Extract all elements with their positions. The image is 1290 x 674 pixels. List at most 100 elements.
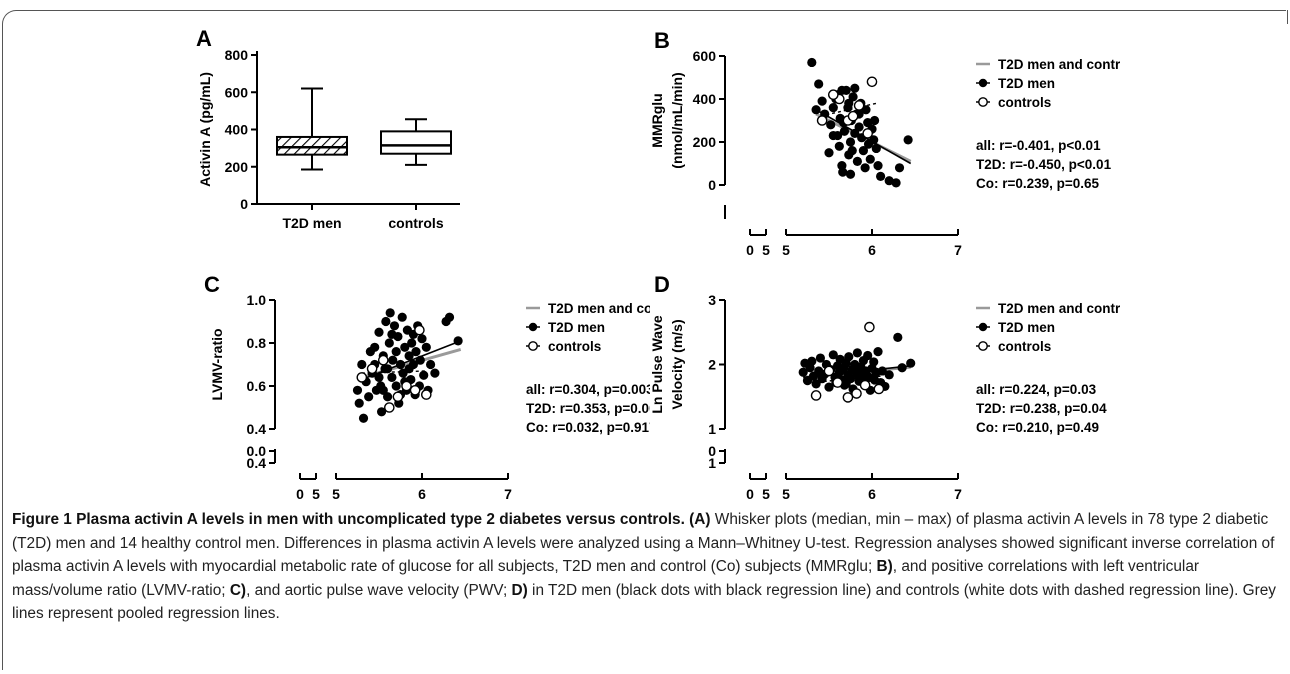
- y-tick-label: 600: [225, 84, 249, 100]
- t2d-point: [824, 382, 834, 392]
- t2d-point: [852, 156, 862, 166]
- control-point: [401, 380, 412, 392]
- t2d-point: [370, 342, 380, 352]
- t2d-point: [845, 137, 856, 147]
- control-point: [866, 76, 878, 88]
- stats-annotation: all: r=0.304, p=0.003: [526, 382, 650, 397]
- stats-annotation: all: r=-0.401, p<0.01: [976, 138, 1101, 153]
- t2d-point: [389, 321, 400, 331]
- control-point: [859, 379, 871, 391]
- t2d-point: [841, 379, 851, 389]
- x-tick-label: 5: [762, 242, 770, 258]
- legend-t2d-dot: [978, 78, 988, 88]
- x-tick-label: 5: [782, 486, 790, 502]
- t2d-point: [404, 351, 414, 361]
- y-tick-label: 0.6: [247, 378, 267, 394]
- t2d-point: [854, 122, 864, 132]
- legend-controls-dot: [978, 341, 988, 351]
- t2d-point: [358, 413, 369, 423]
- t2d-point: [400, 342, 410, 352]
- x-tick-label: 5: [762, 486, 770, 502]
- control-point: [842, 392, 854, 403]
- y-tick-label: 0: [240, 196, 248, 212]
- y-tick-label-break: 0: [708, 443, 716, 459]
- t2d-point: [388, 355, 398, 365]
- t2d-point: [833, 130, 843, 141]
- t2d-point: [444, 312, 455, 322]
- control-point: [356, 372, 368, 383]
- t2d-point: [897, 363, 907, 373]
- t2d-point: [844, 98, 854, 108]
- t2d-point: [807, 356, 817, 366]
- t2d-point: [404, 364, 414, 374]
- legend-pooled-label: T2D men and controls: [998, 301, 1120, 316]
- t2d-point: [844, 352, 854, 362]
- control-point: [384, 402, 395, 413]
- t2d-point: [407, 338, 417, 348]
- t2d-point: [397, 312, 407, 322]
- x-category-label: controls: [388, 215, 443, 231]
- t2d-point: [798, 367, 808, 377]
- figure-caption: Figure 1 Plasma activin A levels in men …: [12, 508, 1282, 626]
- t2d-point: [824, 148, 834, 158]
- control-point: [853, 100, 865, 111]
- t2d-point: [839, 126, 850, 136]
- x-tick-label: 0: [296, 486, 304, 502]
- t2d-point: [374, 372, 384, 382]
- t2d-point: [869, 115, 880, 126]
- control-point: [873, 383, 885, 395]
- x-tick-label: 7: [954, 242, 962, 258]
- t2d-point: [811, 105, 821, 115]
- t2d-point: [847, 146, 857, 156]
- t2d-point: [848, 92, 858, 102]
- stats-annotation: all: r=0.224, p=0.03: [976, 382, 1097, 397]
- t2d-point: [884, 370, 894, 380]
- stats-annotation: T2D: r=0.353, p=0.001: [526, 401, 650, 416]
- control-point: [827, 89, 839, 100]
- x-tick-label: 0: [746, 486, 754, 502]
- t2d-point: [415, 355, 425, 365]
- t2d-point: [395, 359, 406, 370]
- t2d-point: [364, 392, 374, 402]
- t2d-point: [411, 347, 421, 357]
- control-point: [377, 354, 389, 366]
- legend-controls-label: controls: [998, 339, 1051, 354]
- control-point: [832, 377, 843, 388]
- t2d-point: [852, 348, 862, 358]
- legend-controls-dot: [528, 341, 538, 351]
- t2d-point: [387, 372, 397, 382]
- y-tick-label: 0.8: [247, 335, 267, 351]
- t2d-point: [869, 357, 879, 367]
- y-tick-label: 400: [225, 122, 249, 138]
- y-tick-label-break: 0.0: [247, 443, 267, 459]
- x-tick-label: 5: [312, 486, 320, 502]
- controls-regression-line: [361, 370, 427, 374]
- t2d-point: [894, 163, 905, 173]
- x-tick-label: 7: [504, 486, 512, 502]
- t2d-point: [873, 161, 883, 171]
- control-point: [409, 385, 421, 396]
- t2d-point: [378, 385, 388, 395]
- t2d-point: [387, 329, 397, 339]
- stats-annotation: T2D: r=0.238, p=0.04: [976, 401, 1107, 416]
- t2d-point: [850, 128, 860, 138]
- t2d-point: [876, 171, 886, 181]
- t2d-point: [837, 85, 847, 95]
- t2d-point: [865, 154, 875, 164]
- t2d-point: [385, 308, 395, 318]
- t2d-point: [419, 370, 429, 380]
- t2d-point: [421, 342, 431, 352]
- t2d-point: [860, 163, 870, 173]
- control-point: [823, 365, 835, 377]
- y-tick-label: 200: [225, 159, 249, 175]
- x-tick-label: 7: [954, 486, 962, 502]
- y-axis-title: MMRglu: [649, 93, 665, 147]
- caption-text-1: Whisker plots (median, min – max) of pla…: [12, 511, 1275, 576]
- t2d-point: [374, 327, 384, 337]
- y-tick-label: 200: [693, 134, 717, 150]
- legend-controls-dot: [978, 97, 988, 107]
- y-tick-label: 1: [708, 421, 716, 437]
- control-point: [392, 391, 404, 403]
